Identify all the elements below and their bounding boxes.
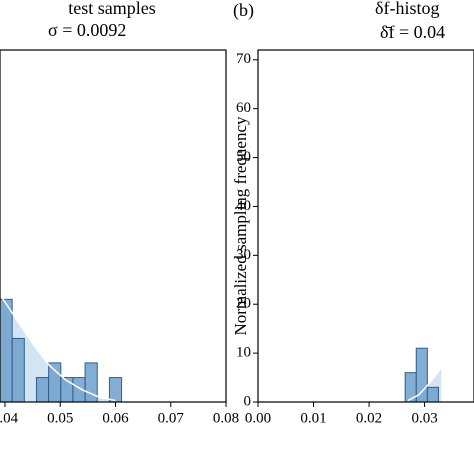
- chart-subtitle: δ̄f = 0.04: [380, 22, 445, 42]
- y-tick-label: 20: [236, 296, 251, 312]
- bar: [35, 377, 50, 403]
- x-tick-label: 0.03: [411, 410, 437, 426]
- y-tick-label: 40: [236, 198, 251, 214]
- kde-line: [407, 367, 442, 402]
- bar: [0, 298, 13, 403]
- x-tick-label: 0.01: [300, 410, 326, 426]
- chart-subtitle: σ = 0.0092: [48, 20, 126, 40]
- kde-area: [0, 294, 116, 402]
- y-tick-label: 30: [236, 247, 251, 263]
- chart-title: test samples: [68, 0, 156, 18]
- bar: [426, 386, 439, 403]
- y-tick-label: 70: [236, 51, 251, 67]
- bar: [108, 377, 123, 403]
- x-tick-label: 0.00: [245, 410, 271, 426]
- kde-line: [0, 294, 116, 402]
- chart-title: δf-histog: [375, 0, 439, 18]
- x-tick-label: 0.06: [102, 410, 129, 426]
- y-axis-label: Normalized sampling frequency: [231, 116, 250, 336]
- x-tick-label: 0.02: [356, 410, 382, 426]
- panel-label: (b): [233, 0, 254, 21]
- x-tick-label: 0.05: [47, 410, 73, 426]
- y-tick-label: 50: [236, 149, 251, 165]
- x-tick-label: 0.04: [0, 410, 19, 426]
- y-tick-label: 60: [236, 100, 251, 116]
- bar: [415, 347, 428, 403]
- x-tick-label: 0.07: [158, 410, 185, 426]
- bar: [48, 362, 62, 403]
- y-tick-label: 10: [236, 345, 251, 361]
- axes-frame: [257, 49, 474, 403]
- bar: [11, 337, 25, 403]
- y-tick-label: 0: [244, 393, 252, 409]
- axes-frame: [0, 49, 227, 403]
- x-tick-label: 0.08: [213, 410, 239, 426]
